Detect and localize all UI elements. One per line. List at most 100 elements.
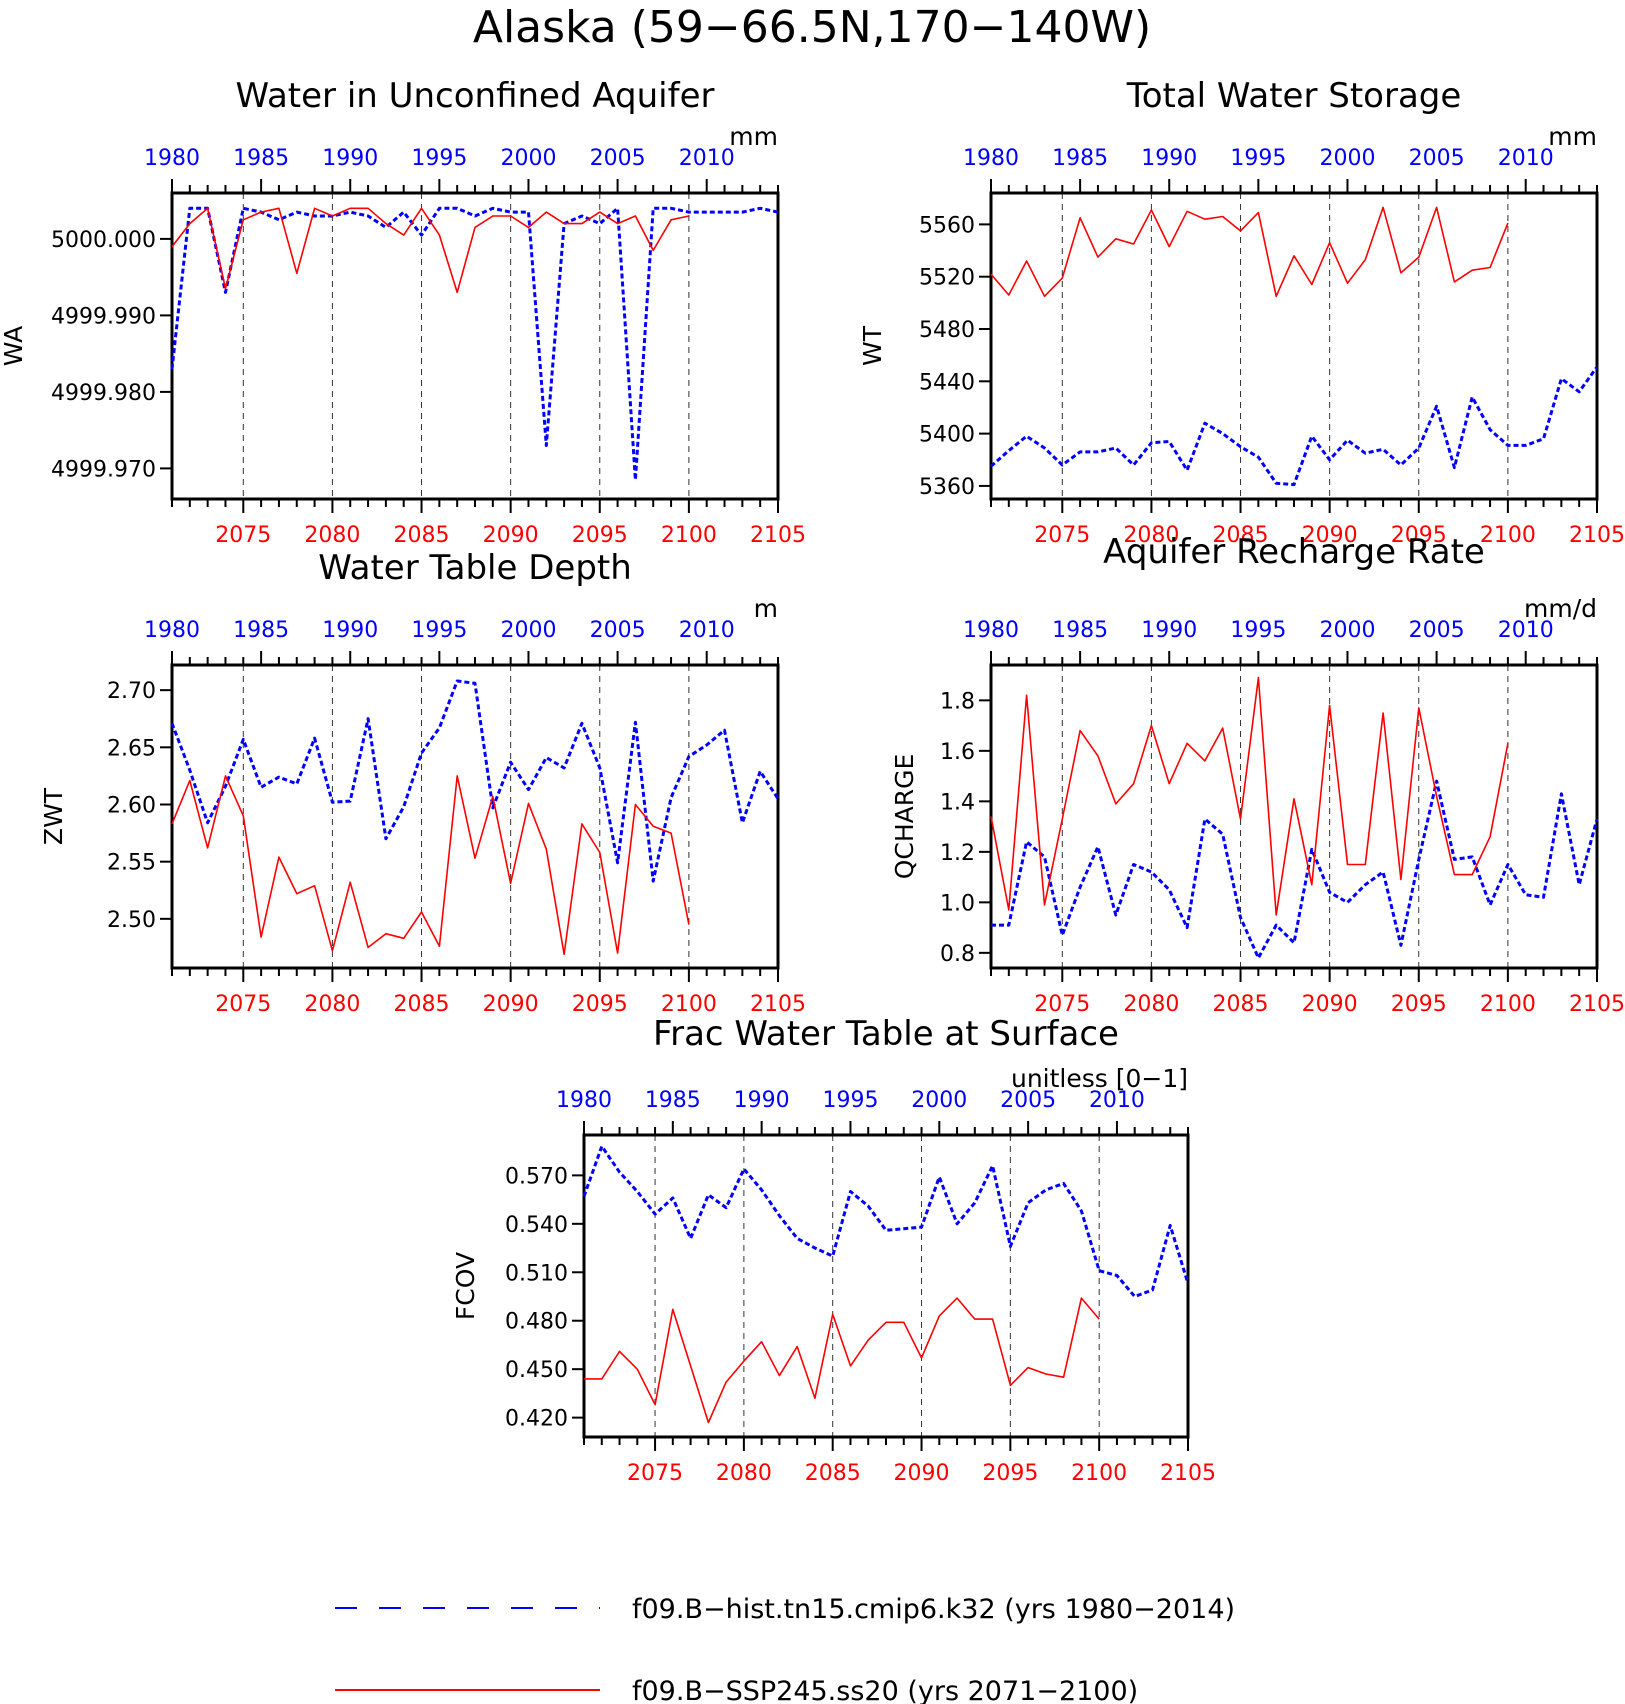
x-tick-label-bottom: 2095 xyxy=(572,523,628,548)
x-tick-label-top: 2000 xyxy=(911,1088,967,1113)
y-axis-label: QCHARGE xyxy=(890,754,919,880)
panel-units: unitless [0−1] xyxy=(1011,1064,1188,1093)
series-line-hist xyxy=(990,366,1599,487)
y-axis-label: WT xyxy=(858,325,887,366)
x-tick-label-bottom: 2100 xyxy=(1480,992,1536,1017)
x-tick-label-top: 1985 xyxy=(1052,146,1108,171)
x-tick-label-top: 2005 xyxy=(1000,1088,1056,1113)
x-tick-label-top: 1980 xyxy=(963,618,1019,643)
panel-title: Total Water Storage xyxy=(1126,76,1462,116)
series-line-hist xyxy=(170,679,780,883)
x-tick-label-top: 2005 xyxy=(590,146,646,171)
x-tick-label-bottom: 2080 xyxy=(304,523,360,548)
y-tick-label: 5360 xyxy=(919,475,975,500)
x-tick-label-bottom: 2090 xyxy=(483,992,539,1017)
x-tick-label-bottom: 2090 xyxy=(1302,992,1358,1017)
panel-title: Water in Unconfined Aquifer xyxy=(236,76,715,116)
x-tick-label-top: 2010 xyxy=(1498,146,1554,171)
y-tick-label: 2.65 xyxy=(107,736,156,761)
x-tick-label-top: 1995 xyxy=(1230,146,1286,171)
x-tick-label-bottom: 2075 xyxy=(1034,992,1090,1017)
plot-frame xyxy=(170,663,780,970)
panel-3: Water Table Depth m 2075 2080 2085 2090 2095 21… xyxy=(39,548,806,1017)
x-tick-label-top: 2010 xyxy=(1089,1088,1145,1113)
x-tick-label-bottom: 2080 xyxy=(304,992,360,1017)
x-tick-label-bottom: 2075 xyxy=(215,992,271,1017)
y-tick-label: 4999.990 xyxy=(51,304,156,329)
series-line-ssp xyxy=(171,207,690,294)
x-tick-label-top: 1995 xyxy=(411,146,467,171)
y-tick-label: 2.60 xyxy=(107,793,156,818)
x-tick-label-top: 1980 xyxy=(144,618,200,643)
x-tick-label-bottom: 2085 xyxy=(805,1461,861,1486)
x-tick-label-bottom: 2075 xyxy=(627,1461,683,1486)
x-tick-label-top: 2000 xyxy=(1319,618,1375,643)
x-tick-label-bottom: 2100 xyxy=(661,992,717,1017)
x-tick-label-top: 2010 xyxy=(1498,618,1554,643)
x-tick-label-top: 1990 xyxy=(322,618,378,643)
x-tick-label-top: 2005 xyxy=(1409,618,1465,643)
y-tick-label: 1.8 xyxy=(940,689,975,714)
panel-title: Frac Water Table at Surface xyxy=(653,1014,1119,1054)
x-tick-label-top: 1985 xyxy=(233,618,289,643)
x-tick-label-top: 1995 xyxy=(411,618,467,643)
series-line-hist xyxy=(991,779,1599,960)
y-tick-label: 5400 xyxy=(919,423,975,448)
legend-label-ssp: f09.B−SSP245.ss20 (yrs 2071−2100) xyxy=(632,1676,1138,1704)
x-tick-label-bottom: 2090 xyxy=(894,1461,950,1486)
y-tick-label: 0.8 xyxy=(940,942,975,967)
series-line-ssp xyxy=(990,206,1509,298)
panel-title: Water Table Depth xyxy=(318,548,632,588)
x-tick-label-top: 2000 xyxy=(1319,146,1375,171)
x-tick-label-bottom: 2085 xyxy=(1213,523,1269,548)
x-tick-label-bottom: 2105 xyxy=(750,992,806,1017)
x-tick-label-top: 2010 xyxy=(679,618,735,643)
panel-title: Aquifer Recharge Rate xyxy=(1103,532,1485,572)
series-line-ssp xyxy=(584,1297,1100,1424)
x-tick-label-bottom: 2100 xyxy=(1071,1461,1127,1486)
x-tick-label-top: 2005 xyxy=(1409,146,1465,171)
y-tick-label: 4999.980 xyxy=(51,381,156,406)
x-tick-label-bottom: 2080 xyxy=(1123,523,1179,548)
plot-frame xyxy=(989,663,1599,970)
series-line-hist xyxy=(170,206,779,482)
y-tick-label: 5480 xyxy=(919,318,975,343)
y-axis-label: FCOV xyxy=(451,1252,480,1320)
x-tick-label-bottom: 2085 xyxy=(394,992,450,1017)
x-tick-label-top: 2010 xyxy=(679,146,735,171)
y-tick-label: 1.0 xyxy=(940,891,975,916)
y-tick-label: 5000.000 xyxy=(51,228,156,253)
series-line-ssp xyxy=(990,676,1509,916)
x-tick-label-bottom: 2105 xyxy=(1569,992,1625,1017)
y-tick-label: 5520 xyxy=(919,266,975,291)
y-tick-label: 2.55 xyxy=(107,851,156,876)
panel-4: Aquifer Recharge Rate mm/d 2075 2080 2085 209… xyxy=(890,532,1625,1017)
x-tick-label-bottom: 2085 xyxy=(1213,992,1269,1017)
y-tick-label: 1.4 xyxy=(940,790,975,815)
y-tick-label: 1.2 xyxy=(940,841,975,866)
x-tick-label-top: 1995 xyxy=(822,1088,878,1113)
x-tick-label-top: 1985 xyxy=(645,1088,701,1113)
x-tick-label-top: 2000 xyxy=(500,146,556,171)
x-tick-label-bottom: 2105 xyxy=(1569,523,1625,548)
y-tick-label: 0.570 xyxy=(505,1164,568,1189)
panel-units: mm/d xyxy=(1524,594,1597,623)
y-tick-label: 0.480 xyxy=(505,1310,568,1335)
x-tick-label-top: 1990 xyxy=(734,1088,790,1113)
legend: f09.B−hist.tn15.cmip6.k32 (yrs 1980−2014… xyxy=(335,1594,1235,1704)
x-tick-label-top: 1985 xyxy=(1052,618,1108,643)
x-tick-label-bottom: 2080 xyxy=(716,1461,772,1486)
y-tick-label: 5560 xyxy=(919,213,975,238)
x-tick-label-bottom: 2100 xyxy=(661,523,717,548)
y-tick-label: 0.420 xyxy=(505,1407,568,1432)
panel-1: Water in Unconfined Aquifer mm 2075 2080 208… xyxy=(0,76,806,548)
x-tick-label-bottom: 2080 xyxy=(1123,992,1179,1017)
main-title: Alaska (59−66.5N,170−140W) xyxy=(473,2,1151,53)
x-tick-label-top: 1980 xyxy=(963,146,1019,171)
panel-5: Frac Water Table at Surface unitless [0−1… xyxy=(451,1014,1216,1486)
x-tick-label-bottom: 2105 xyxy=(750,523,806,548)
panel-2: Total Water Storage mm 2075 2080 2085 2090 209… xyxy=(858,76,1625,548)
x-tick-label-top: 1980 xyxy=(556,1088,612,1113)
series-line-hist xyxy=(582,1144,1190,1298)
x-tick-label-top: 1990 xyxy=(322,146,378,171)
